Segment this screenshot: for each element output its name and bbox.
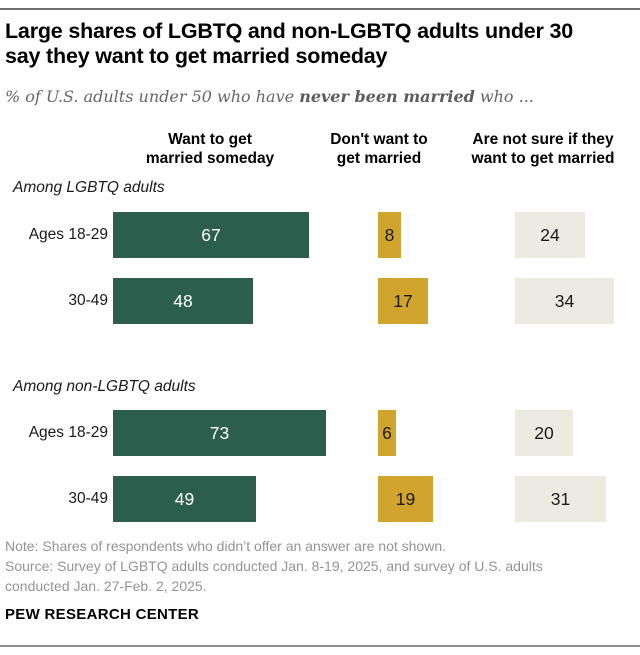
column-header-line: Don't want to — [330, 131, 428, 148]
column-header-dont-want: Don't want to get married — [294, 131, 464, 168]
bar-not-sure: 34 — [515, 278, 614, 324]
bar-want-to-marry: 73 — [113, 410, 326, 456]
bar-not-sure: 24 — [515, 212, 585, 258]
row-label: Ages 18-29 — [28, 424, 108, 441]
row-label: 30-49 — [68, 490, 108, 507]
footnotes: Note: Shares of respondents who didn’t o… — [5, 536, 637, 596]
bar-want-to-marry: 49 — [113, 476, 256, 522]
page-title: Large shares of LGBTQ and non-LGBTQ adul… — [5, 19, 637, 69]
section-label-lgbtq: Among LGBTQ adults — [13, 179, 165, 196]
bar-want-to-marry: 48 — [113, 278, 253, 324]
column-header-want-to-marry: Want to get married someday — [110, 131, 310, 168]
row-label: 30-49 — [68, 292, 108, 309]
column-header-line: married someday — [145, 149, 275, 167]
bar-dont-want: 19 — [378, 476, 433, 522]
column-header-line: want to get married — [471, 149, 615, 167]
column-header-not-sure: Are not sure if they want to get married — [443, 131, 640, 168]
section-label-non-lgbtq: Among non-LGBTQ adults — [13, 378, 196, 395]
bar-dont-want: 8 — [378, 212, 401, 258]
column-header-line: get married — [336, 149, 422, 167]
bar-not-sure: 31 — [515, 476, 606, 522]
top-divider — [0, 8, 640, 10]
source-text-line1: Source: Survey of LGBTQ adults conducted… — [5, 558, 543, 574]
bottom-divider — [0, 645, 640, 647]
subtitle-emphasis: never been married — [299, 87, 475, 106]
subtitle-suffix: who ... — [474, 87, 534, 106]
bar-want-to-marry: 67 — [113, 212, 309, 258]
page-title-line2: say they want to get married someday — [5, 44, 388, 68]
note-text: Note: Shares of respondents who didn’t o… — [5, 538, 447, 554]
bar-not-sure: 20 — [515, 410, 573, 456]
bar-dont-want: 6 — [378, 410, 396, 456]
chart-subtitle: % of U.S. adults under 50 who have never… — [5, 87, 637, 106]
column-header-line: Are not sure if they — [472, 131, 614, 148]
pew-research-center-wordmark: PEW RESEARCH CENTER — [5, 606, 200, 623]
subtitle-prefix: % of U.S. adults under 50 who have — [5, 87, 300, 106]
page-title-line1: Large shares of LGBTQ and non-LGBTQ adul… — [5, 19, 573, 43]
bar-dont-want: 17 — [378, 278, 428, 324]
column-header-line: Want to get — [168, 131, 252, 148]
row-label: Ages 18-29 — [28, 226, 108, 243]
source-text-line2: conducted Jan. 27-Feb. 2, 2025. — [5, 578, 207, 594]
